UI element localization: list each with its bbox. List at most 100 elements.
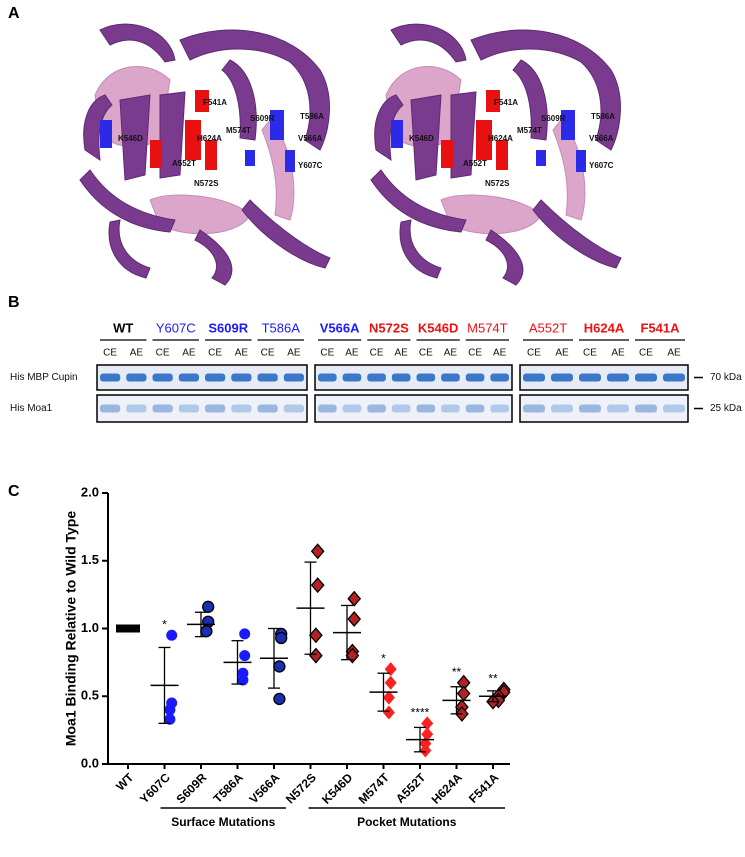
panel-label: B: [8, 294, 20, 311]
blue-residue: [245, 150, 255, 166]
gel-band: [607, 373, 629, 382]
lane-label: AE: [555, 348, 569, 359]
gel-band: [126, 373, 147, 382]
row-label: His MBP Cupin: [10, 372, 78, 383]
residue-label: T586A: [591, 112, 615, 121]
red-residue: [496, 140, 508, 170]
residue-label: T586A: [300, 112, 324, 121]
data-point: [419, 743, 432, 758]
gel-band: [205, 404, 226, 413]
significance: **: [488, 672, 498, 686]
residue-label: V566A: [298, 134, 323, 143]
gel-band: [523, 373, 545, 382]
residue-label: F541A: [203, 98, 227, 107]
gel-band: [257, 373, 278, 382]
y-tick-label: 1.0: [81, 620, 99, 635]
residue-label: K546D: [118, 134, 143, 143]
residue-label: M574T: [517, 126, 542, 135]
y-tick-label: 0.0: [81, 755, 99, 770]
residue-label: M574T: [226, 126, 251, 135]
red-residue: [195, 90, 209, 112]
lane-group-label: K546D: [418, 320, 458, 335]
data-point: [164, 713, 176, 725]
ribbon: [410, 94, 442, 181]
ribbon: [83, 94, 113, 162]
ribbon: [119, 94, 151, 181]
data-point: [421, 727, 434, 742]
y-tick-label: 0.5: [81, 688, 99, 703]
lane-label: CE: [208, 348, 222, 359]
gel-band: [551, 404, 573, 413]
data-point: [164, 704, 176, 716]
data-point: [382, 705, 395, 720]
data-point: [310, 543, 325, 560]
gel-band: [579, 373, 601, 382]
size-marker: 25 kDa: [710, 403, 742, 414]
ribbon: [261, 119, 295, 221]
gel-band: [205, 373, 226, 382]
gel-band: [178, 373, 199, 382]
data-point: [239, 628, 251, 640]
gel-band: [152, 404, 173, 413]
group-label: Surface Mutations: [171, 815, 275, 829]
ribbon: [79, 169, 176, 233]
ribbon: [512, 59, 548, 141]
x-tick-label: S609R: [174, 770, 210, 806]
significance: ****: [411, 706, 430, 720]
data-point: [310, 577, 325, 594]
gel-band: [551, 373, 573, 382]
residue-label: Y607C: [298, 161, 323, 170]
gel-band: [441, 404, 460, 413]
ribbon: [108, 219, 151, 279]
lane-label: CE: [419, 348, 433, 359]
gel-band: [367, 373, 386, 382]
lane-label: CE: [468, 348, 482, 359]
group-label: Pocket Mutations: [357, 815, 457, 829]
lane-label: CE: [320, 348, 334, 359]
gel-band: [416, 373, 436, 382]
lane-label: AE: [287, 348, 301, 359]
lane-label: AE: [493, 348, 507, 359]
gel-band: [607, 404, 629, 413]
lane-group-label: N572S: [369, 320, 409, 335]
lane-group-label: Y607C: [156, 320, 196, 335]
ribbon: [390, 23, 467, 63]
red-residue: [205, 140, 217, 170]
protein-structure: F541A K546D H624A M574T A552T N572S S609R T586A…: [79, 23, 331, 286]
gel-band: [342, 404, 362, 413]
gel-band: [342, 373, 362, 382]
data-point: [239, 650, 251, 662]
x-tick-label: Y607C: [137, 770, 173, 806]
lane-label: CE: [156, 348, 170, 359]
gel-band: [490, 404, 509, 413]
data-point: [309, 627, 323, 644]
red-residue: [441, 140, 453, 168]
gel-background: [519, 364, 689, 391]
gel-band: [635, 404, 657, 413]
gel-band: [441, 373, 460, 382]
x-tick-label: A552T: [393, 770, 429, 806]
data-point: [273, 692, 286, 706]
data-point: [273, 660, 286, 673]
gel-band: [152, 373, 173, 382]
ribbon: [179, 29, 330, 151]
significance: *: [162, 617, 167, 631]
data-point: [202, 600, 215, 613]
lane-group-label: V566A: [320, 320, 360, 335]
lane-label: AE: [667, 348, 681, 359]
lane-group-label: M574T: [467, 320, 508, 335]
panel-label: A: [8, 5, 20, 22]
lane-label: AE: [182, 348, 196, 359]
x-tick-label: WT: [113, 770, 137, 794]
gel-band: [231, 404, 252, 413]
x-tick-label: V566A: [247, 770, 283, 806]
lane-label: CE: [370, 348, 384, 359]
ribbon: [241, 199, 331, 269]
gel-band: [318, 373, 337, 382]
residue-label: S609R: [250, 114, 275, 123]
ribbon: [399, 219, 442, 279]
gel-band: [490, 373, 509, 382]
x-tick-label: N572S: [283, 770, 319, 806]
lane-label: AE: [611, 348, 625, 359]
